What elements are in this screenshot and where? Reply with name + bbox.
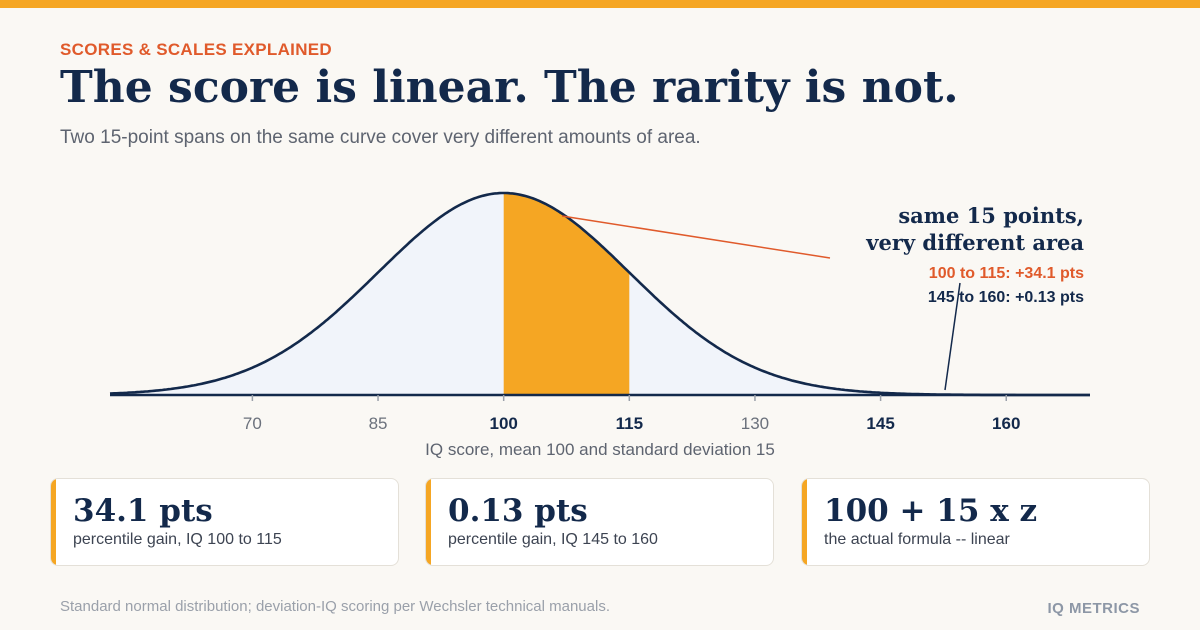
callout-leader-line-orange [561,215,831,259]
top-accent-bar [0,0,1200,8]
card-label: percentile gain, IQ 145 to 160 [448,531,658,548]
page-subtitle: Two 15-point spans on the same curve cov… [60,127,701,148]
x-tick-label-145: 145 [866,414,894,433]
callout-title-line-1: same 15 points, [898,203,1084,228]
eyebrow-label: SCORES & SCALES EXPLAINED [60,40,332,59]
x-tick-label-85: 85 [369,414,388,433]
x-tick-label-160: 160 [992,414,1020,433]
normal-distribution-chart: 70 85 100 115 130 145 160 IQ score, mean 100 a… [109,191,1090,459]
card-accent-bar [802,479,807,565]
stat-card-100-115: 34.1 pts percentile gain, IQ 100 to 115 [50,478,399,566]
callout-leader-line-navy [944,282,961,391]
x-axis-ticks: 70 85 100 115 130 145 160 [243,395,1020,433]
stat-cards: 34.1 pts percentile gain, IQ 100 to 115 … [50,478,1150,568]
card-value: 100 + 15 x z [824,493,1038,529]
x-tick-label-130: 130 [741,414,769,433]
x-tick-label-100: 100 [489,414,517,433]
callout-line-orange: 100 to 115: +34.1 pts [929,265,1084,282]
callout-line-navy: 145 to 160: +0.13 pts [928,289,1084,306]
card-label: the actual formula -- linear [824,531,1010,548]
page-title: The score is linear. The rarity is not. [60,62,959,113]
callout-title-line-2: very different area [865,230,1084,255]
card-accent-bar [51,479,56,565]
brand-logo-text: IQ METRICS [1047,600,1140,617]
source-footnote: Standard normal distribution; deviation-… [60,598,610,615]
x-axis-label: IQ score, mean 100 and standard deviatio… [425,440,775,459]
stat-card-145-160: 0.13 pts percentile gain, IQ 145 to 160 [425,478,774,566]
stat-card-formula: 100 + 15 x z the actual formula -- linea… [801,478,1150,566]
x-tick-label-115: 115 [616,414,643,433]
card-accent-bar [426,479,431,565]
x-tick-label-70: 70 [243,414,262,433]
card-value: 34.1 pts [73,493,213,529]
card-label: percentile gain, IQ 100 to 115 [73,531,282,548]
card-value: 0.13 pts [448,493,588,529]
